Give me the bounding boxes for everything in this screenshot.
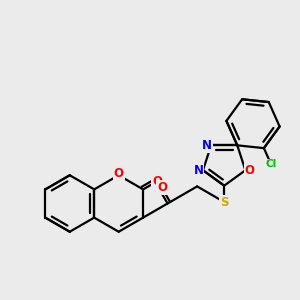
Text: O: O (114, 167, 124, 180)
Text: N: N (194, 164, 203, 177)
Text: S: S (220, 196, 228, 208)
Text: O: O (245, 164, 255, 177)
Text: O: O (152, 175, 162, 188)
Text: Cl: Cl (266, 159, 277, 170)
Text: O: O (157, 182, 167, 194)
Text: N: N (202, 139, 212, 152)
